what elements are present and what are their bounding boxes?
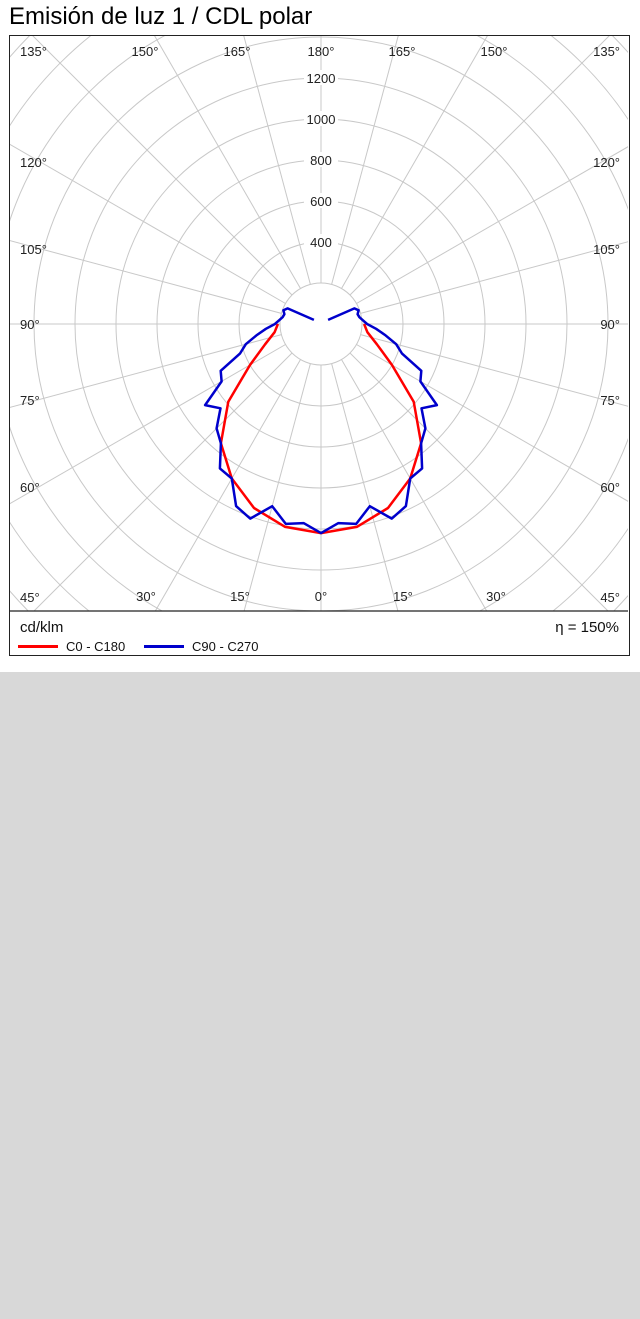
legend-label-c90: C90 - C270 xyxy=(192,639,259,654)
grid-spoke xyxy=(10,344,286,505)
angle-label-top: 165° xyxy=(389,44,416,59)
grid-spoke xyxy=(33,352,293,611)
grid-circle xyxy=(279,282,363,366)
angle-label-top: 150° xyxy=(132,44,159,59)
grid-circle xyxy=(10,36,628,654)
grid-circle xyxy=(10,36,628,654)
angle-label-right: 135° xyxy=(593,44,620,59)
page-title: Emisión de luz 1 / CDL polar xyxy=(9,3,313,30)
polar-grid xyxy=(10,36,628,654)
angle-label-top: 165° xyxy=(224,44,251,59)
grid-spoke xyxy=(154,36,301,289)
legend-item-c90: C90 - C270 xyxy=(144,639,258,654)
grid-spoke xyxy=(349,36,610,296)
radial-tick-label: 800 xyxy=(310,153,332,168)
efficiency-label: η = 150% xyxy=(555,619,619,636)
angle-label-bottom: 15° xyxy=(393,589,413,604)
grid-spoke xyxy=(356,146,628,304)
angle-label-bottom: 30° xyxy=(136,589,156,604)
grid-spoke xyxy=(10,240,282,314)
grid-spoke xyxy=(341,36,488,289)
angle-label-right: 60° xyxy=(600,480,620,495)
radial-tick-label: 600 xyxy=(310,194,332,209)
grid-spoke xyxy=(243,363,311,611)
grid-spoke xyxy=(360,241,628,314)
angle-label-left: 45° xyxy=(20,590,40,605)
radial-tick-bg xyxy=(304,111,338,126)
angle-label-right: 90° xyxy=(600,317,620,332)
radial-tick-bg xyxy=(304,193,338,208)
radial-tick-bg xyxy=(304,234,338,249)
legend-label-c0: C0 - C180 xyxy=(66,639,126,654)
angle-label-left: 90° xyxy=(20,317,40,332)
polar-chart: 400 600 800 1000 1200 135° 120° 105° 90° 75° 60° 45… xyxy=(10,36,628,654)
radial-tick-bg xyxy=(304,152,338,167)
curve-c90-c270 xyxy=(203,307,439,535)
angle-label-top: 150° xyxy=(481,44,508,59)
grid-spoke xyxy=(331,36,399,285)
chart-panel: Emisión de luz 1 / CDL polar 400 600 800 10… xyxy=(0,0,640,672)
grid-spoke xyxy=(154,359,301,611)
angle-label-right: 120° xyxy=(593,155,620,170)
legend-swatch-c0 xyxy=(18,645,58,648)
grid-spoke xyxy=(349,352,609,611)
angle-label-left: 120° xyxy=(20,155,47,170)
legend-item-c0: C0 - C180 xyxy=(18,639,125,654)
unit-label: cd/klm xyxy=(20,619,64,636)
angle-label-bottom: 0° xyxy=(315,589,327,604)
legend-swatch-c90 xyxy=(144,645,184,648)
chart-frame: 400 600 800 1000 1200 135° 120° 105° 90° 75° 60° 45… xyxy=(9,35,630,656)
grid-circle xyxy=(10,36,628,611)
angle-label-left: 60° xyxy=(20,480,40,495)
grid-circle xyxy=(10,36,628,654)
grid-circle xyxy=(10,36,628,611)
grid-spoke xyxy=(341,359,488,611)
radial-tick-bg xyxy=(304,70,338,85)
angle-label-left: 105° xyxy=(20,242,47,257)
angle-label-top: 180° xyxy=(308,44,335,59)
angle-label-right: 105° xyxy=(593,242,620,257)
grid-spoke xyxy=(356,344,628,502)
grid-circle xyxy=(10,36,628,654)
grid-spoke xyxy=(10,143,286,304)
grid-spoke xyxy=(10,334,282,408)
angle-label-right: 45° xyxy=(600,590,620,605)
grid-spoke xyxy=(243,36,311,285)
radial-tick-label: 1200 xyxy=(307,71,336,86)
angle-label-left: 135° xyxy=(20,44,47,59)
grid-spoke xyxy=(360,334,628,407)
angle-label-right: 75° xyxy=(600,393,620,408)
angle-label-bottom: 15° xyxy=(230,589,250,604)
grid-spoke xyxy=(331,363,399,611)
radial-tick-label: 400 xyxy=(310,235,332,250)
grid-spoke xyxy=(32,36,293,296)
angle-label-left: 75° xyxy=(20,393,40,408)
angle-label-bottom: 30° xyxy=(486,589,506,604)
grid-circle xyxy=(10,36,628,654)
grid-circle xyxy=(10,36,628,611)
grid-circle xyxy=(10,36,628,654)
radial-tick-label: 1000 xyxy=(307,112,336,127)
